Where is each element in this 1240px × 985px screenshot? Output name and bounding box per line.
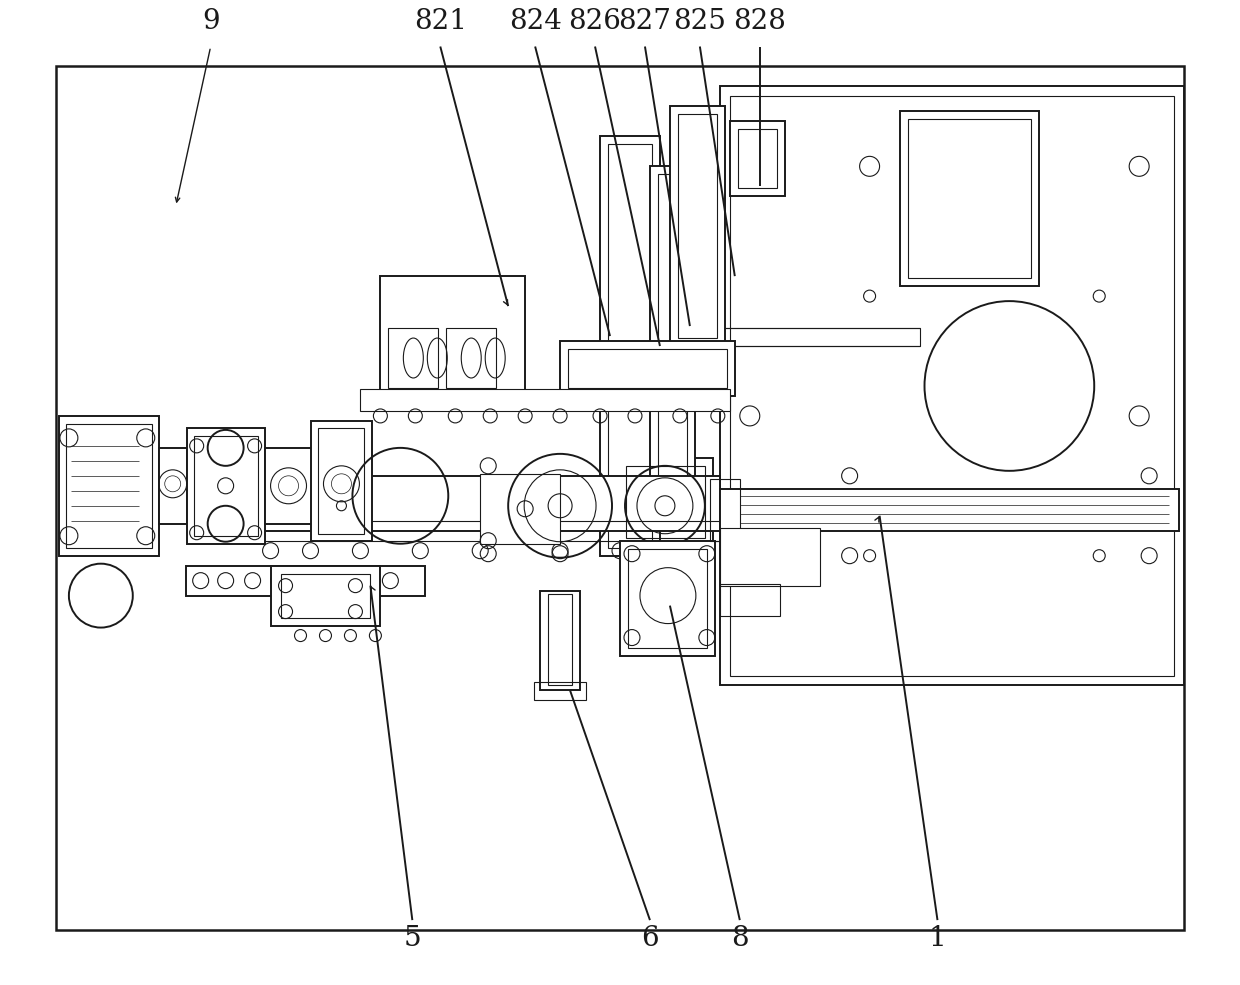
Bar [720,528,820,586]
Bar [319,427,365,534]
Bar [670,106,725,346]
Text: 821: 821 [414,8,466,34]
Bar [270,565,381,625]
Bar [264,448,312,524]
Bar [658,174,687,518]
Bar [541,591,580,690]
Bar [709,479,740,541]
Text: 1: 1 [929,925,946,952]
Bar [608,145,652,548]
Bar [60,416,159,556]
Bar [720,87,1184,686]
Text: 826: 826 [569,8,621,34]
Bar [730,121,785,196]
Bar [310,421,372,541]
Bar [899,111,1039,286]
Bar [678,114,717,338]
Bar [720,489,1179,531]
Bar [381,276,526,396]
Bar [56,66,1184,930]
Bar [159,448,187,524]
Bar [548,594,572,686]
Text: 8: 8 [732,925,749,952]
Bar [568,349,727,388]
Bar [480,474,560,544]
Bar [186,565,425,596]
Bar [250,476,720,531]
Text: 828: 828 [733,8,786,34]
Bar [908,119,1032,278]
Bar [193,436,258,536]
Text: 824: 824 [508,8,562,34]
Bar [250,521,720,541]
Bar [388,328,438,388]
Bar [626,466,704,538]
Bar [720,328,920,346]
Bar [720,584,780,616]
Bar [620,541,714,656]
Bar [534,683,587,700]
Bar [600,136,660,556]
Text: 5: 5 [403,925,422,952]
Bar [560,341,735,396]
Bar [627,549,707,647]
Bar [730,97,1174,676]
Bar [66,424,151,548]
Text: 825: 825 [673,8,727,34]
Bar [187,427,264,544]
Bar [738,129,776,188]
Text: 6: 6 [641,925,658,952]
Bar [446,328,496,388]
Bar [650,166,694,526]
Text: 827: 827 [619,8,671,34]
Bar [280,573,371,618]
Bar [361,389,730,411]
Text: 9: 9 [202,8,219,34]
Bar [618,458,713,546]
